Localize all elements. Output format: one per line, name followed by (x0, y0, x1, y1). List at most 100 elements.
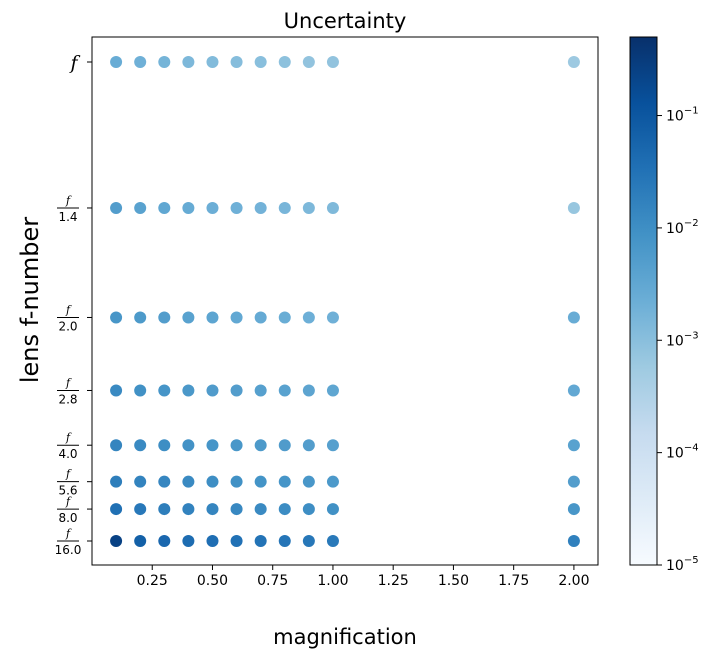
scatter-point (302, 439, 315, 452)
x-tick-label: 2.00 (558, 573, 589, 589)
scatter-point (230, 439, 243, 452)
scatter-point (230, 535, 243, 547)
scatter-point (182, 475, 195, 488)
y-tick-numerator: f (65, 495, 72, 508)
scatter-point (326, 535, 339, 547)
scatter-point (182, 384, 195, 397)
scatter-point (134, 384, 147, 397)
scatter-point (567, 384, 580, 397)
scatter-point (158, 439, 171, 452)
y-tick-label: f (68, 52, 80, 74)
x-tick-label: 1.75 (498, 573, 529, 589)
x-tick-label: 0.75 (257, 573, 288, 589)
scatter-point (326, 201, 339, 214)
scatter-point (254, 535, 267, 547)
scatter-point (254, 439, 267, 452)
scatter-point (326, 503, 339, 516)
scatter-point (134, 201, 147, 214)
scatter-point (206, 201, 219, 214)
scatter-point (206, 535, 219, 547)
colorbar (629, 36, 658, 566)
y-tick-label: f 2.0 (57, 303, 79, 333)
colorbar-tick-label: 10−1 (666, 106, 699, 125)
scatter-point (158, 201, 171, 214)
scatter-point (206, 503, 219, 516)
y-tick-numerator: f (65, 527, 72, 540)
y-tick-label: f 1.4 (57, 194, 79, 224)
scatter-point (230, 384, 243, 397)
scatter-point (134, 56, 147, 68)
scatter-point (230, 311, 243, 324)
scatter-point (326, 439, 339, 452)
scatter-point (110, 535, 123, 547)
colorbar-ticks: 10−5 10−4 10−3 10−2 10−1 (657, 106, 699, 574)
colorbar-tick-label: 10−5 (666, 555, 699, 574)
scatter-point (326, 311, 339, 324)
chart-title: Uncertainty (284, 9, 407, 33)
scatter-points (110, 56, 580, 547)
scatter-point (567, 439, 580, 452)
scatter-point (134, 311, 147, 324)
y-tick-label: f 2.8 (57, 376, 79, 406)
scatter-point (158, 475, 171, 488)
scatter-point (230, 475, 243, 488)
scatter-point (302, 535, 315, 547)
y-tick-label: f 5.6 (57, 468, 79, 498)
scatter-point (134, 503, 147, 516)
scatter-point (326, 56, 339, 68)
scatter-point (254, 475, 267, 488)
x-tick-label: 1.25 (378, 573, 409, 589)
scatter-point (567, 201, 580, 214)
scatter-point (182, 56, 195, 68)
scatter-point (158, 535, 171, 547)
scatter-point (110, 503, 123, 516)
scatter-point (110, 311, 123, 324)
scatter-point (110, 439, 123, 452)
scatter-point (182, 439, 195, 452)
scatter-point (206, 384, 219, 397)
scatter-point (567, 56, 580, 68)
y-tick-label: f 8.0 (57, 495, 79, 525)
scatter-point (567, 475, 580, 488)
scatter-point (206, 439, 219, 452)
x-tick-label: 0.50 (197, 573, 228, 589)
y-tick-denominator: 4.0 (58, 447, 77, 461)
scatter-point (206, 475, 219, 488)
scatter-point (567, 535, 580, 547)
scatter-point (182, 535, 195, 547)
scatter-point (302, 56, 315, 68)
y-tick-denominator: 2.8 (58, 392, 77, 406)
y-tick-denominator: 16.0 (55, 543, 82, 557)
y-tick-numerator: f (65, 468, 72, 481)
scatter-point (158, 503, 171, 516)
scatter-point (230, 201, 243, 214)
y-tick-numerator: f (65, 376, 72, 389)
y-axis-label: lens f-number (16, 217, 44, 383)
scatter-point (158, 56, 171, 68)
colorbar-tick-label: 10−3 (666, 330, 699, 349)
scatter-point (278, 201, 291, 214)
scatter-point (302, 311, 315, 324)
y-tick-numerator: f (65, 431, 72, 444)
y-tick-denominator: 5.6 (58, 484, 77, 498)
x-tick-label: 0.25 (137, 573, 168, 589)
scatter-point (302, 384, 315, 397)
scatter-point (110, 384, 123, 397)
scatter-point (254, 201, 267, 214)
plot-area-frame (91, 36, 599, 566)
scatter-point (278, 439, 291, 452)
scatter-point (278, 311, 291, 324)
scatter-point (110, 201, 123, 214)
scatter-point (254, 503, 267, 516)
scatter-point (182, 201, 195, 214)
y-tick-denominator: 2.0 (58, 319, 77, 333)
scatter-point (278, 56, 291, 68)
scatter-point (182, 311, 195, 324)
scatter-point (254, 384, 267, 397)
scatter-point (134, 535, 147, 547)
scatter-point (278, 384, 291, 397)
scatter-point (206, 311, 219, 324)
y-tick-denominator: 8.0 (58, 511, 77, 525)
scatter-point (254, 311, 267, 324)
